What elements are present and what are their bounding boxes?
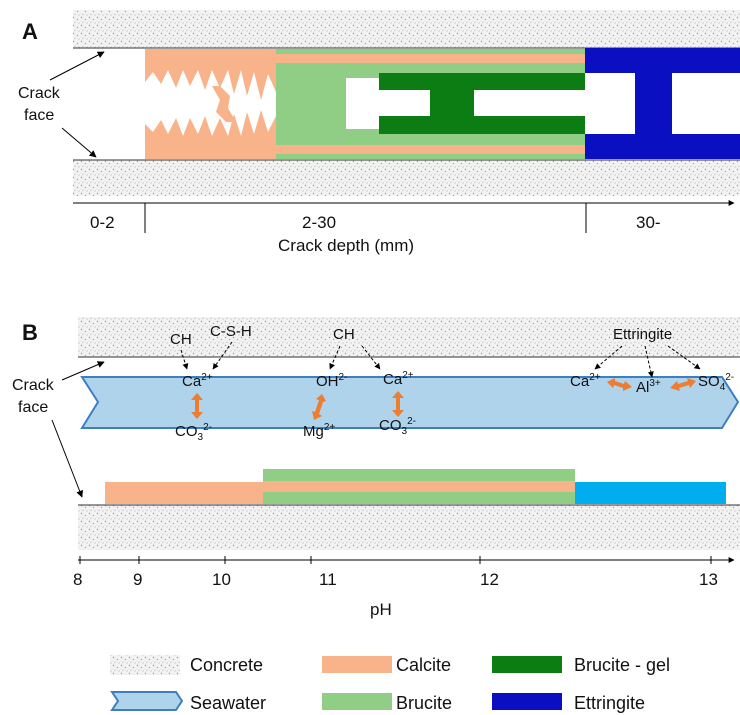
panel-b-concrete-bottom [78,505,740,550]
panel-b-source-ettringite: Ettringite [613,326,672,343]
panel-a-concrete-bottom [73,160,740,196]
panel-a-brucite-block-2 [346,73,379,78]
panel-b-crack-face-label-1: Crack [12,377,55,394]
panel-b-source-csh: C-S-H [210,323,252,340]
ph-tick-label-13: 13 [699,570,718,589]
panel-a-calcite-zone [145,49,276,159]
ph-tick-label-8: 8 [73,570,82,589]
panel-b-ion-ca-1: Ca2+ [182,372,213,390]
panel-a-zone-2-30: 2-30 [302,213,336,232]
panel-a-brucite-gel [379,73,585,134]
panel-b-ettringite-band [575,482,726,504]
panel-b-exchange-arrows [191,378,696,420]
ph-tick-label-11: 11 [319,570,337,589]
panel-b-arrow-ett-ca [594,345,623,370]
legend-ettringite-label: Ettringite [574,693,645,713]
panel-b-arrow-ch-ca [180,349,189,370]
legend-brucite-gel-swatch [492,656,562,673]
panel-b-concrete-top [78,317,740,357]
panel-a-crack-face-arrow-top [49,51,105,81]
panel-b-calcite-band-mid [263,481,575,492]
legend: Concrete Calcite Brucite - gel Seawater … [110,655,670,713]
panel-b-exchange-oh-mg [312,394,326,420]
panel-b-exchange-ca-co3-2 [392,391,404,417]
panel-b-source-ch-left: CH [170,331,192,348]
panel-b-ph-ticks [79,556,712,564]
panel-b-dashed-arrows [180,341,701,378]
legend-brucite-gel-label: Brucite - gel [574,655,670,675]
ph-tick-label-9: 9 [133,570,142,589]
panel-b-crack-face-label-2: face [18,399,48,416]
panel-b-crack-face-arrow-bottom [51,419,83,498]
panel-b-exchange-ca-al [607,378,632,391]
panel-a-brucite-outer-bottom [276,154,585,159]
panel-a-calcite-bottom-teeth [145,110,276,159]
panel-b-ion-ca-3: Ca2+ [570,372,601,390]
panel-b-brucite-band-bottom [263,492,575,504]
panel-b-source-ch-mid: CH [333,326,355,343]
panel-b-ion-so4: SO42- [698,372,734,393]
legend-calcite-swatch [322,656,392,673]
panel-a-calcite-layer-top [276,54,585,63]
panel-a-axis-title: Crack depth (mm) [278,236,414,255]
panel-b-ion-ca-2: Ca2+ [383,370,414,388]
panel-b-ion-mg: Mg2+ [303,422,335,440]
panel-b-label: B [22,320,38,345]
ph-tick-label-10: 10 [212,570,231,589]
panel-b-ion-co3-1: CO32- [175,422,212,443]
panel-a-brucite-layer-bottom [276,134,585,145]
panel-a-brucite-outer-top [276,49,585,54]
panel-a-calcite-bridge [212,86,236,122]
panel-a-brucite-layer-top [276,63,585,73]
panel-b-crack-face-arrow-top [61,361,105,381]
legend-concrete-swatch [110,655,180,675]
panel-b-arrow-ett-so4 [667,345,701,370]
panel-b-arrow-ett-al [644,345,654,378]
panel-a-crack-face-label-1: Crack [18,85,61,102]
panel-a-zone-30: 30- [636,213,661,232]
panel-b-brucite-band-top [263,469,575,481]
ph-tick-label-12: 12 [480,570,499,589]
panel-a-calcite-top-teeth [145,49,276,100]
panel-a-ettringite [585,48,740,159]
legend-concrete-label: Concrete [190,655,263,675]
panel-b-exchange-al-so4 [670,378,696,391]
panel-b-arrow-ch-oh [329,345,341,370]
legend-seawater-swatch [110,691,184,711]
legend-brucite-swatch [322,693,392,710]
panel-b-ion-al: Al3+ [636,378,661,396]
panel-a-crack-face-arrow-bottom [61,127,97,158]
panel-a-calcite-layer-bottom [276,145,585,154]
panel-a-crack-face-label-2: face [24,107,54,124]
panel-a-concrete-top [73,10,740,48]
panel-b-arrow-csh-ca [212,341,233,370]
panel-a-zone-0-2: 0-2 [90,213,115,232]
ph-axis-title: pH [370,600,392,619]
legend-brucite-label: Brucite [396,693,452,713]
panel-b-seawater-arrow [80,376,740,429]
legend-ettringite-swatch [492,693,562,710]
legend-calcite-label: Calcite [396,655,451,675]
panel-a-brucite-block [276,73,346,134]
panel-b-ion-co3-2: CO32- [379,416,416,437]
panel-b-exchange-ca-co3-1 [191,393,203,419]
panel-a-brucite-block-3 [346,129,379,134]
panel-b-ion-oh: OH2- [316,372,347,390]
legend-seawater-label: Seawater [190,693,266,713]
panel-a-label: A [22,19,38,44]
